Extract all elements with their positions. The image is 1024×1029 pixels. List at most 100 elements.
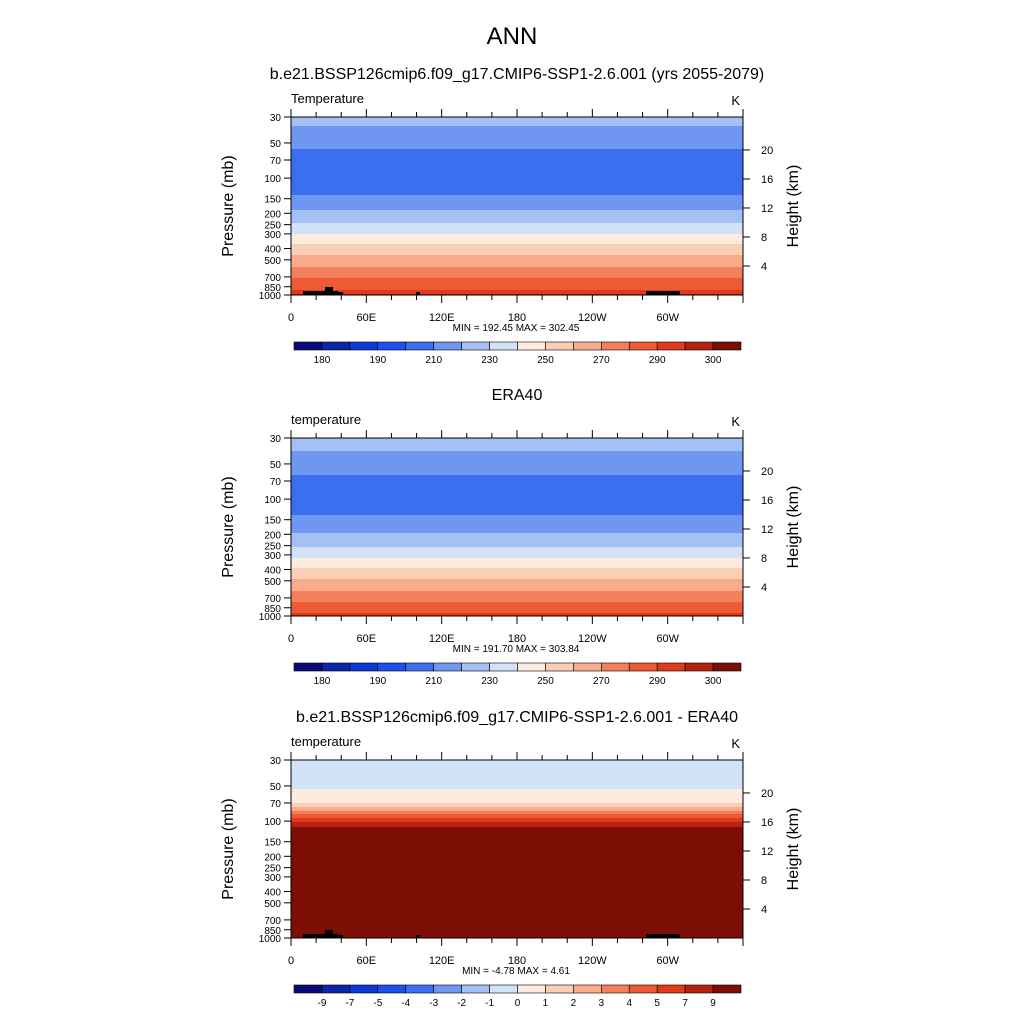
colorbar-label: 250 [537,676,554,687]
contour-band [291,869,743,871]
colorbar-label: 300 [705,355,722,366]
colorbar-swatch [433,984,462,994]
colorbar-swatch [489,341,518,351]
contour-band [291,761,743,763]
colorbar-swatch [293,984,323,994]
contour-band [291,911,743,913]
contour-band [291,875,743,877]
contour-band [291,574,743,576]
contour-band [291,495,743,497]
height-tick-label: 12 [761,524,773,536]
contour-band [291,881,743,883]
contour-band [291,787,743,789]
contour-band [291,566,743,568]
colorbar-swatch [601,984,630,994]
contour-band [291,460,743,462]
contour-band [291,168,743,170]
x-tick-label: 120W [578,955,607,967]
colorbar-label: 3 [599,998,605,1009]
height-tick-label: 20 [761,145,773,157]
contour-band [291,840,743,842]
contour-band [291,513,743,515]
contour-band [291,612,743,614]
contour-band [291,512,743,514]
colorbar-swatch [656,984,686,994]
contour-band [291,781,743,783]
panel-title: ERA40 [492,387,543,404]
colorbar-label: 210 [425,676,442,687]
units-label: K [731,736,740,751]
contour-band [291,826,743,828]
contour-band [291,855,743,857]
x-tick-label: 120E [429,312,455,324]
contour-band [291,240,743,242]
contour-band [291,482,743,484]
contour-band [291,814,743,816]
contour-band [291,452,743,454]
contour-band [291,445,743,447]
contour-band [291,793,743,795]
contour-band [291,474,743,476]
contour-band [291,575,743,577]
contour-band [291,578,743,580]
contour-band [291,908,743,910]
contour-band [291,500,743,502]
contour-band [291,824,743,826]
colorbar-label: 7 [682,998,688,1009]
y2-axis-title: Height (km) [785,808,802,891]
contour-band [291,825,743,827]
contour-band [291,133,743,135]
contour-band [291,521,743,523]
contour-band [291,576,743,578]
contour-band [291,469,743,471]
colorbar-swatch [461,984,490,994]
contour-band [291,873,743,875]
contour-band [291,610,743,612]
contour-band [291,836,743,838]
contour-band [291,785,743,787]
contour-band [291,237,743,239]
contour-band [291,167,743,169]
contour-band [291,770,743,772]
units-label: K [731,414,740,429]
contour-band [291,857,743,859]
topography-block [416,292,420,295]
colorbar-label: 210 [425,355,442,366]
contour-band [291,828,743,830]
contour-band [291,524,743,526]
contour-band [291,265,743,267]
contour-band [291,890,743,892]
contour-band [291,465,743,467]
contour-band [291,605,743,607]
colorbar-swatch [377,341,407,351]
contour-band [291,239,743,241]
contour-band [291,464,743,466]
x-tick-label: 120W [578,633,607,645]
colorbar-swatch [321,341,351,351]
contour-band [291,217,743,219]
contour-band [291,272,743,274]
contour-band [291,247,743,249]
contour-band [291,536,743,538]
contour-band [291,461,743,463]
contour-band [291,907,743,909]
contour-band [291,499,743,501]
contour-band [291,846,743,848]
contour-band [291,137,743,139]
contour-band [291,767,743,769]
contour-band [291,859,743,861]
contour-band [291,778,743,780]
contour-band [291,201,743,203]
contour-band [291,290,743,292]
contour-band [291,557,743,559]
variable-label: Temperature [291,91,364,106]
contour-band [291,197,743,199]
contour-band [291,118,743,120]
contour-band [291,510,743,512]
contour-band [291,863,743,865]
pressure-tick-label: 50 [270,139,282,150]
contour-band [291,556,743,558]
pressure-tick-label: 250 [264,221,281,232]
contour-band [291,782,743,784]
contour-band [291,822,743,824]
